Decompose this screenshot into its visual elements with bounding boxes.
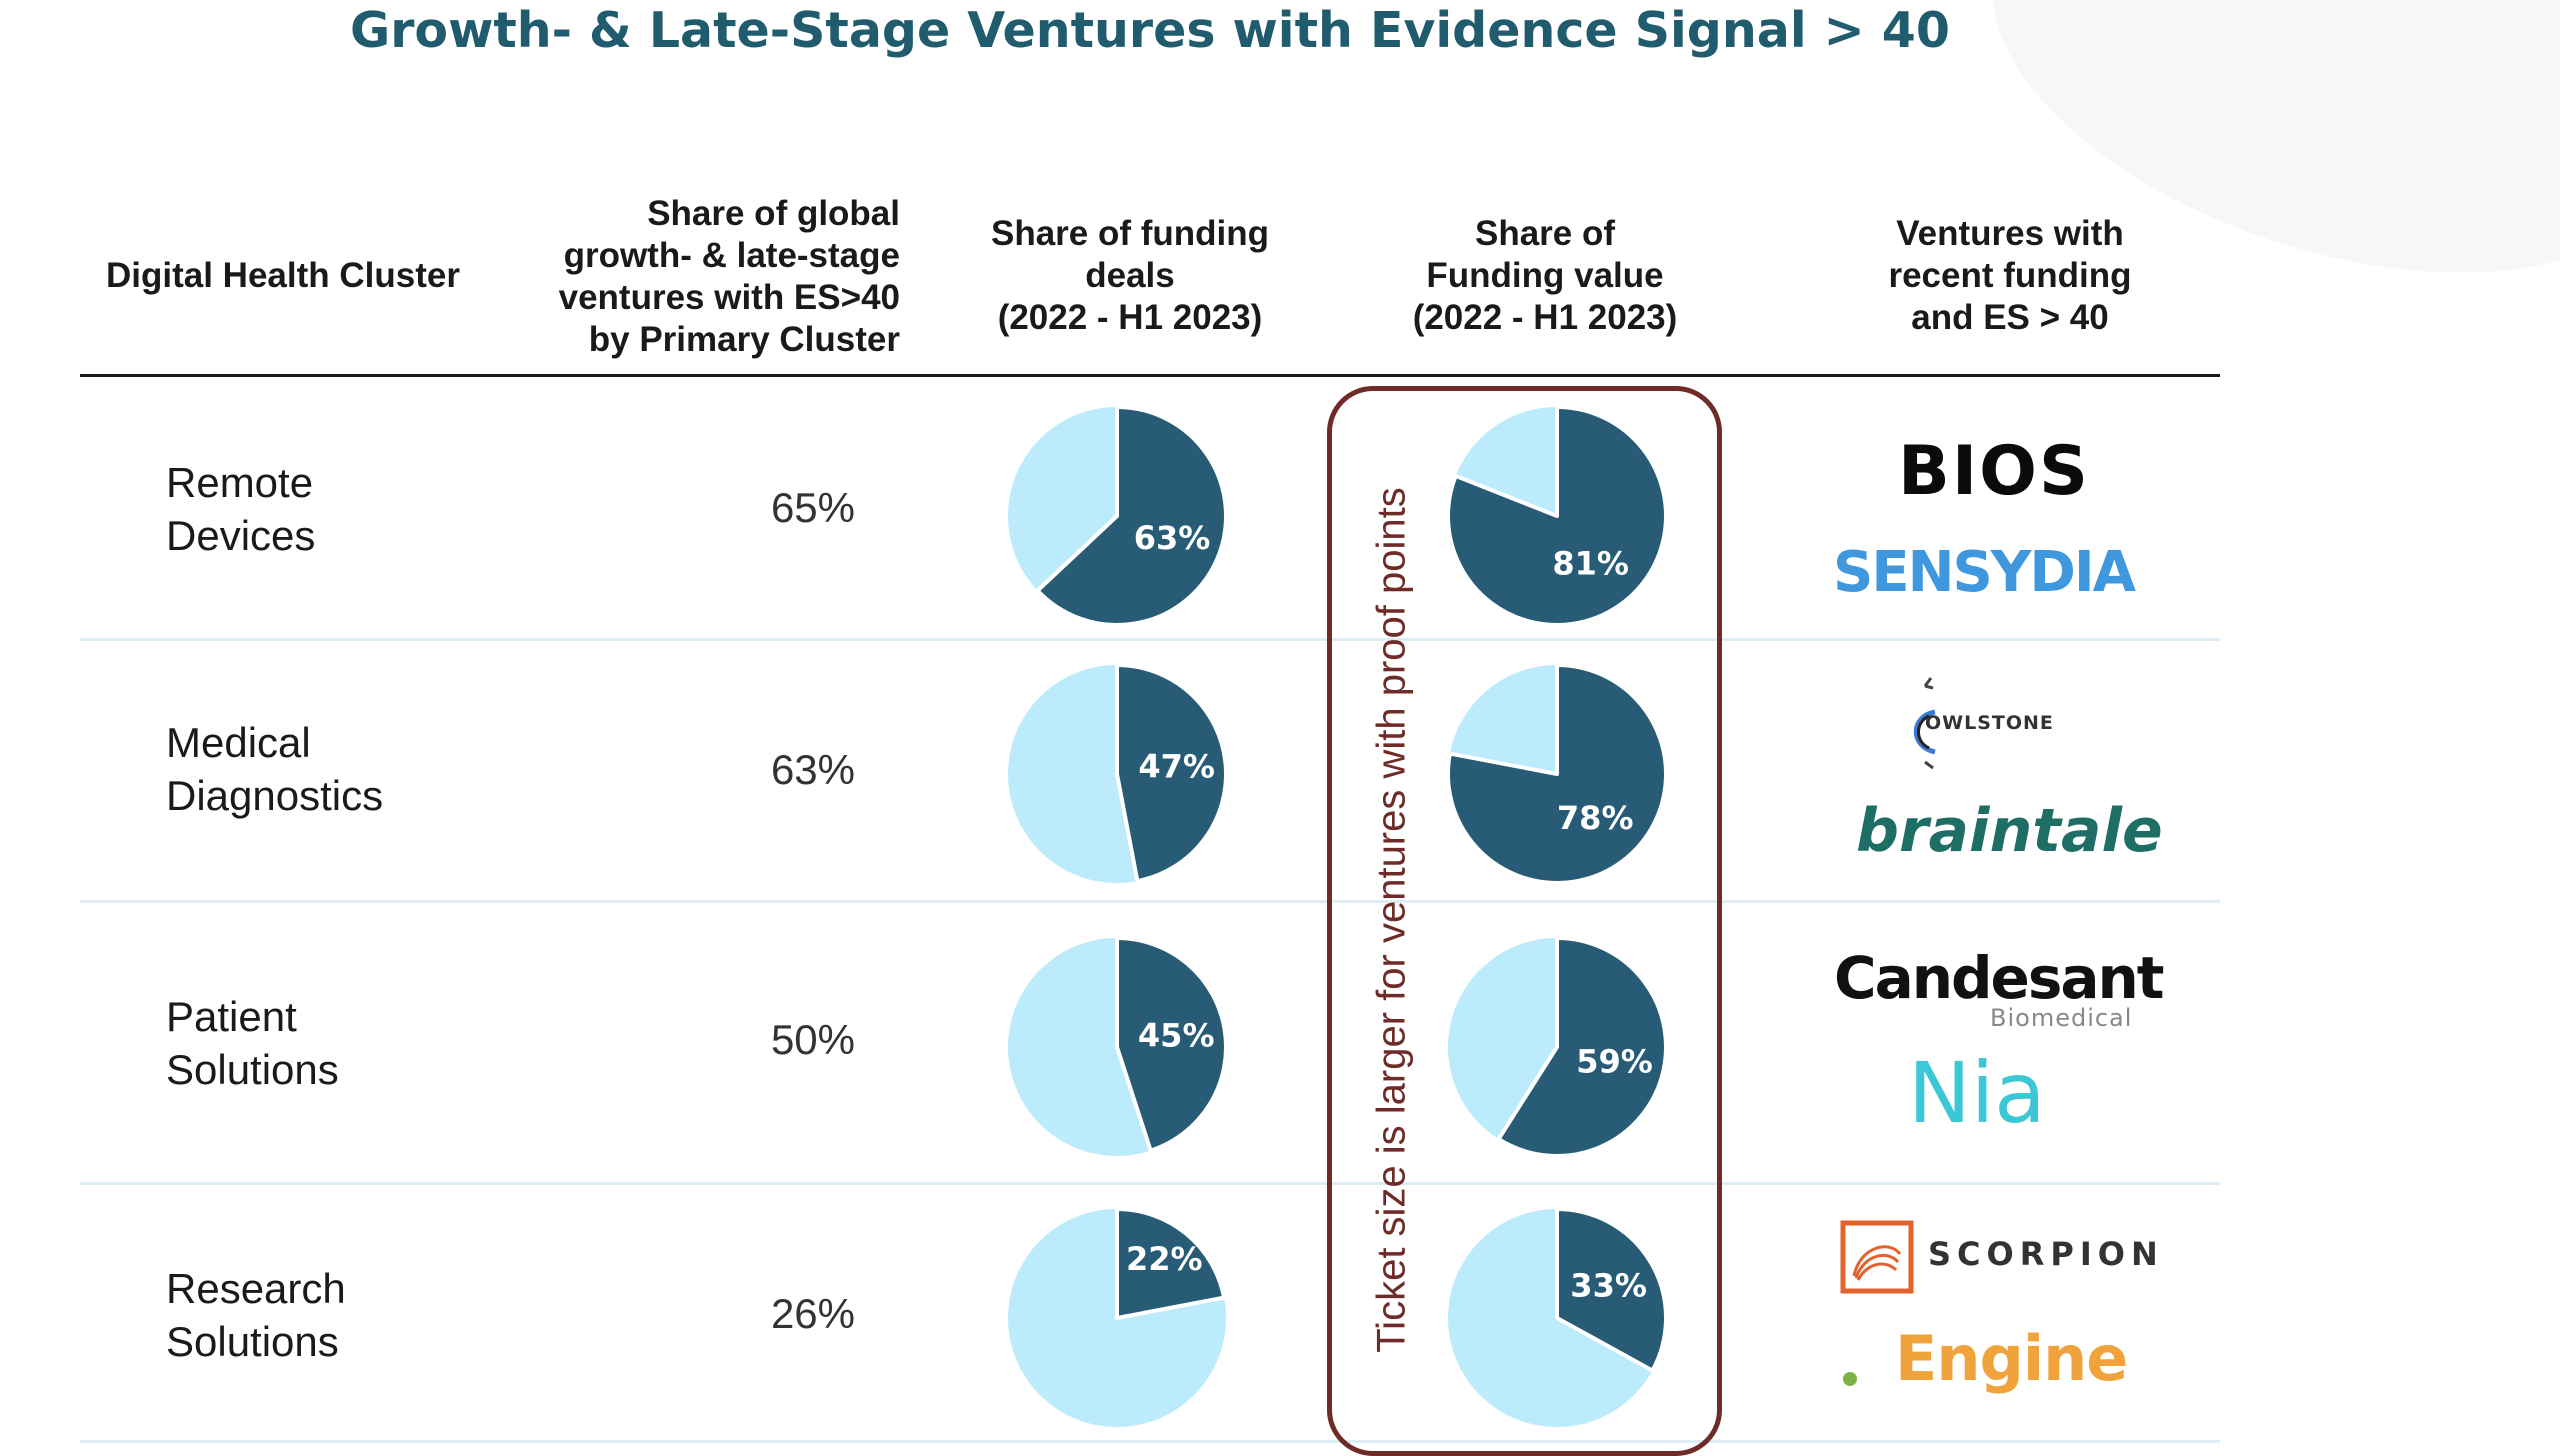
header-share-value-line: Funding value xyxy=(1426,256,1664,295)
header-cluster: Digital Health Cluster xyxy=(106,255,536,297)
share-global-value: 63% xyxy=(770,746,855,793)
header-share-global-line: ventures with ES>40 xyxy=(558,278,900,317)
header-share-deals-line: (2022 - H1 2023) xyxy=(997,298,1263,337)
header-share-value-line: Share of xyxy=(1474,214,1616,253)
chart-title: Growth- & Late-Stage Ventures with Evide… xyxy=(350,2,1950,59)
header-share-global-line: Share of global xyxy=(647,194,900,233)
owlstone-logo: OWLSTONE xyxy=(1925,712,2054,734)
candesant-biomedical-text: Biomedical xyxy=(1990,1004,2133,1032)
share-global-value: 65% xyxy=(770,484,855,531)
pie-value-remote-devices-share-slice xyxy=(1446,405,1668,627)
row-label-line: Remote xyxy=(166,459,314,506)
row-label-medical-diagnostics: Medical Diagnostics xyxy=(166,716,383,822)
pie-value-medical-diagnostics-label: 78% xyxy=(1557,799,1634,837)
header-divider xyxy=(80,374,2220,377)
pie-deals-research-solutions-label: 22% xyxy=(1126,1240,1203,1278)
header-share-deals: Share of funding deals (2022 - H1 2023) xyxy=(960,213,1300,339)
header-share-deals-line: Share of funding xyxy=(990,214,1270,253)
pie-value-remote-devices-label: 81% xyxy=(1552,545,1629,583)
header-share-global-line: by Primary Cluster xyxy=(588,320,900,359)
row-divider xyxy=(80,1182,2220,1185)
sensydia-logo: SENSYDIA xyxy=(1833,540,2136,605)
header-share-deals-line: deals xyxy=(1085,256,1175,295)
header-ventures-line: and ES > 40 xyxy=(1911,298,2109,337)
share-global-value: 50% xyxy=(770,1016,855,1063)
row-label-patient-solutions: Patient Solutions xyxy=(166,990,339,1096)
row-label-research-solutions: Research Solutions xyxy=(166,1262,346,1368)
braintale-logo: braintale xyxy=(1856,796,2163,866)
row-label-line: Diagnostics xyxy=(166,772,384,819)
engine-logo-dot xyxy=(1843,1372,1857,1386)
row-label-line: Solutions xyxy=(166,1318,339,1365)
row-label-line: Devices xyxy=(166,512,316,559)
row-label-line: Patient xyxy=(166,993,297,1040)
row-label-line: Medical xyxy=(166,719,311,766)
scorpion-logo: SCORPION xyxy=(1928,1235,2164,1273)
scorpion-logo-icon xyxy=(1840,1220,1914,1294)
pie-deals-research-solutions-share-slice xyxy=(1115,1207,1227,1320)
pie-value-patient-solutions-label: 59% xyxy=(1576,1043,1653,1081)
header-share-value-line: (2022 - H1 2023) xyxy=(1412,298,1678,337)
row-label-line: Research xyxy=(166,1265,346,1312)
header-share-value: Share of Funding value (2022 - H1 2023) xyxy=(1390,213,1700,339)
header-ventures-line: Ventures with xyxy=(1896,214,2124,253)
pie-value-medical-diagnostics-share-slice xyxy=(1446,663,1668,885)
pie-value-research-solutions-share-slice xyxy=(1555,1207,1668,1373)
owlstone-logo-icon xyxy=(1913,677,1936,770)
pie-deals-remote-devices-label: 63% xyxy=(1134,519,1211,557)
pie-deals-patient-solutions-share-slice xyxy=(1115,936,1229,1153)
pie-deals-patient-solutions-label: 45% xyxy=(1138,1017,1215,1055)
row-label-line: Solutions xyxy=(166,1046,339,1093)
nia-logo: Nia xyxy=(1908,1044,2046,1142)
pie-deals-medical-diagnostics-label: 47% xyxy=(1138,747,1215,785)
pie-value-patient-solutions-share-slice xyxy=(1496,936,1668,1158)
row-divider xyxy=(80,900,2220,903)
header-share-global-line: growth- & late-stage xyxy=(563,236,900,275)
header-ventures-line: recent funding xyxy=(1888,256,2132,295)
pie-value-research-solutions-label: 33% xyxy=(1570,1266,1647,1304)
candesant-logo: Candesant xyxy=(1834,944,2165,1012)
share-global-value: 26% xyxy=(770,1290,855,1337)
row-divider xyxy=(80,638,2220,641)
engine-logo: Engine xyxy=(1895,1322,2128,1395)
bios-logo: BIOS xyxy=(1898,432,2090,511)
header-cluster-line: Digital Health Cluster xyxy=(106,256,460,295)
row-label-remote-devices: Remote Devices xyxy=(166,456,315,562)
pie-deals-medical-diagnostics-share-slice xyxy=(1115,663,1228,884)
pie-deals-remote-devices-share-slice xyxy=(1035,405,1228,627)
header-share-global: Share of global growth- & late-stage ven… xyxy=(540,193,900,361)
header-ventures: Ventures with recent funding and ES > 40 xyxy=(1845,213,2175,339)
callout-text: Ticket size is larger for ventures with … xyxy=(1369,487,1414,1353)
